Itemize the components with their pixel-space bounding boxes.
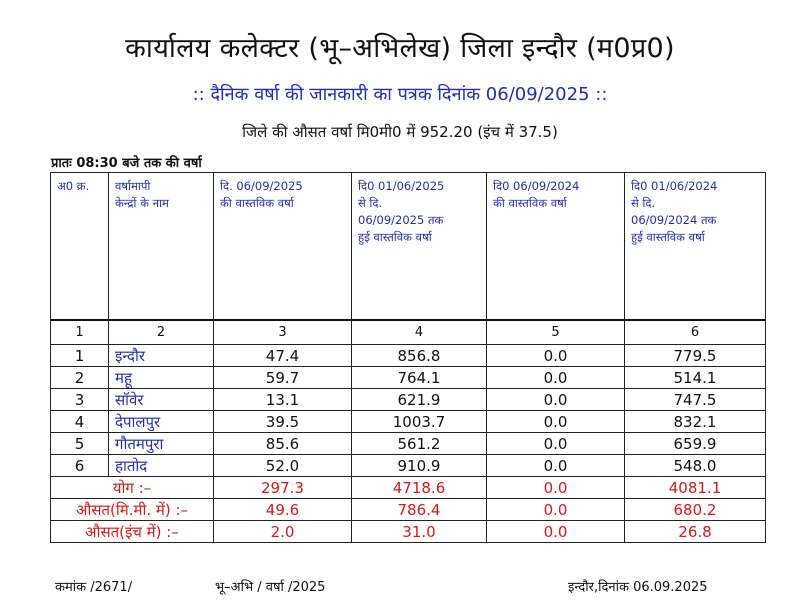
table-row: 6 हातोद 52.0 910.9 0.0 548.0 xyxy=(51,455,766,477)
table-row: 3 सॉवेर 13.1 621.9 0.0 747.5 xyxy=(51,389,766,411)
average-inch-season-2024: 26.8 xyxy=(625,521,766,543)
rainfall-table: अ0 क्र. वर्षामापी केन्द्रों के नाम दि. 0… xyxy=(50,172,766,543)
serial-number: 3 xyxy=(51,389,109,411)
column-header-line: हुई वास्तविक वर्षा xyxy=(358,229,480,246)
column-header: दि0 06/09/2024 की वास्तविक वर्षा xyxy=(487,173,625,320)
rain-season-2024: 832.1 xyxy=(625,411,766,433)
station-name: महू xyxy=(109,367,214,389)
rain-season-2025: 856.8 xyxy=(352,345,487,367)
average-mm-today-2025: 49.6 xyxy=(214,499,352,521)
station-name: हातोद xyxy=(109,455,214,477)
total-today-2024: 0.0 xyxy=(487,477,625,499)
average-mm-row: औसत(मि.मी. में) :– 49.6 786.4 0.0 680.2 xyxy=(51,499,766,521)
rain-today-2024: 0.0 xyxy=(487,433,625,455)
district-average-rainfall: जिले की औसत वर्षा मि0मी0 में 952.20 (इंच… xyxy=(0,122,800,142)
average-mm-season-2024: 680.2 xyxy=(625,499,766,521)
column-number: 1 xyxy=(51,320,109,345)
column-header-line: दि0 01/06/2025 xyxy=(358,178,480,195)
average-mm-season-2025: 786.4 xyxy=(352,499,487,521)
station-name: इन्दौर xyxy=(109,345,214,367)
rain-today-2024: 0.0 xyxy=(487,345,625,367)
column-header-line: दि0 01/06/2024 xyxy=(631,178,759,195)
table-row: 2 महू 59.7 764.1 0.0 514.1 xyxy=(51,367,766,389)
rain-season-2025: 621.9 xyxy=(352,389,487,411)
column-header-line: दि0 06/09/2024 xyxy=(493,178,618,195)
average-mm-today-2024: 0.0 xyxy=(487,499,625,521)
average-inch-label: औसत(इंच में) :– xyxy=(51,521,214,543)
rain-season-2024: 747.5 xyxy=(625,389,766,411)
column-header-line: 06/09/2024 तक xyxy=(631,212,759,229)
rain-today-2025: 52.0 xyxy=(214,455,352,477)
table-row: 1 इन्दौर 47.4 856.8 0.0 779.5 xyxy=(51,345,766,367)
rain-today-2024: 0.0 xyxy=(487,389,625,411)
column-header: दि0 01/06/2025 से दि. 06/09/2025 तक हुई … xyxy=(352,173,487,320)
rain-season-2025: 910.9 xyxy=(352,455,487,477)
table-row: 5 गौतमपुरा 85.6 561.2 0.0 659.9 xyxy=(51,433,766,455)
serial-number: 1 xyxy=(51,345,109,367)
rain-season-2024: 779.5 xyxy=(625,345,766,367)
total-season-2025: 4718.6 xyxy=(352,477,487,499)
rain-today-2025: 85.6 xyxy=(214,433,352,455)
column-header-line: दि. 06/09/2025 xyxy=(220,178,345,195)
column-number: 3 xyxy=(214,320,352,345)
rain-today-2025: 59.7 xyxy=(214,367,352,389)
rain-season-2024: 514.1 xyxy=(625,367,766,389)
rain-season-2024: 548.0 xyxy=(625,455,766,477)
rain-today-2024: 0.0 xyxy=(487,455,625,477)
average-mm-label: औसत(मि.मी. में) :– xyxy=(51,499,214,521)
station-name: देपालपुर xyxy=(109,411,214,433)
rain-today-2025: 13.1 xyxy=(214,389,352,411)
total-row: योग :– 297.3 4718.6 0.0 4081.1 xyxy=(51,477,766,499)
report-subtitle: :: दैनिक वर्षा की जानकारी का पत्रक दिनां… xyxy=(0,82,800,106)
column-header-line: की वास्तविक वर्षा xyxy=(220,195,345,212)
serial-number: 2 xyxy=(51,367,109,389)
serial-number: 5 xyxy=(51,433,109,455)
column-header: अ0 क्र. xyxy=(51,173,109,320)
rain-season-2024: 659.9 xyxy=(625,433,766,455)
total-today-2025: 297.3 xyxy=(214,477,352,499)
rain-today-2025: 47.4 xyxy=(214,345,352,367)
column-header-line: से दि. xyxy=(631,195,759,212)
rainfall-time-label: प्रातः 08:30 बजे तक की वर्षा xyxy=(51,153,202,171)
department-reference: भू–अभि / वर्षा /2025 xyxy=(215,577,325,595)
column-header: दि0 01/06/2024 से दि. 06/09/2024 तक हुई … xyxy=(625,173,766,320)
serial-number: 4 xyxy=(51,411,109,433)
column-number: 6 xyxy=(625,320,766,345)
rain-today-2025: 39.5 xyxy=(214,411,352,433)
column-header-line: हुई वास्तविक वर्षा xyxy=(631,229,759,246)
column-header: दि. 06/09/2025 की वास्तविक वर्षा xyxy=(214,173,352,320)
column-header-line: अ0 क्र. xyxy=(57,178,102,195)
column-header-line: वर्षामापी xyxy=(115,178,207,195)
rain-season-2025: 1003.7 xyxy=(352,411,487,433)
average-inch-today-2024: 0.0 xyxy=(487,521,625,543)
total-label: योग :– xyxy=(51,477,214,499)
rain-season-2025: 561.2 xyxy=(352,433,487,455)
average-inch-today-2025: 2.0 xyxy=(214,521,352,543)
rain-today-2024: 0.0 xyxy=(487,367,625,389)
table-header-row: अ0 क्र. वर्षामापी केन्द्रों के नाम दि. 0… xyxy=(51,173,766,320)
average-inch-season-2025: 31.0 xyxy=(352,521,487,543)
station-name: गौतमपुरा xyxy=(109,433,214,455)
column-number: 4 xyxy=(352,320,487,345)
place-and-date: इन्दौर,दिनांक 06.09.2025 xyxy=(568,577,708,595)
column-header: वर्षामापी केन्द्रों के नाम xyxy=(109,173,214,320)
rain-today-2024: 0.0 xyxy=(487,411,625,433)
rain-season-2025: 764.1 xyxy=(352,367,487,389)
column-header-line: की वास्तविक वर्षा xyxy=(493,195,618,212)
average-inch-row: औसत(इंच में) :– 2.0 31.0 0.0 26.8 xyxy=(51,521,766,543)
station-name: सॉवेर xyxy=(109,389,214,411)
column-header-line: 06/09/2025 तक xyxy=(358,212,480,229)
serial-number: 6 xyxy=(51,455,109,477)
column-header-line: से दि. xyxy=(358,195,480,212)
column-number: 5 xyxy=(487,320,625,345)
total-season-2024: 4081.1 xyxy=(625,477,766,499)
reference-number: कमांक /2671/ xyxy=(55,577,132,595)
column-number: 2 xyxy=(109,320,214,345)
column-number-row: 1 2 3 4 5 6 xyxy=(51,320,766,345)
table-row: 4 देपालपुर 39.5 1003.7 0.0 832.1 xyxy=(51,411,766,433)
column-header-line: केन्द्रों के नाम xyxy=(115,195,207,212)
office-title: कार्यालय कलेक्टर (भू–अभिलेख) जिला इन्दौर… xyxy=(0,28,800,65)
